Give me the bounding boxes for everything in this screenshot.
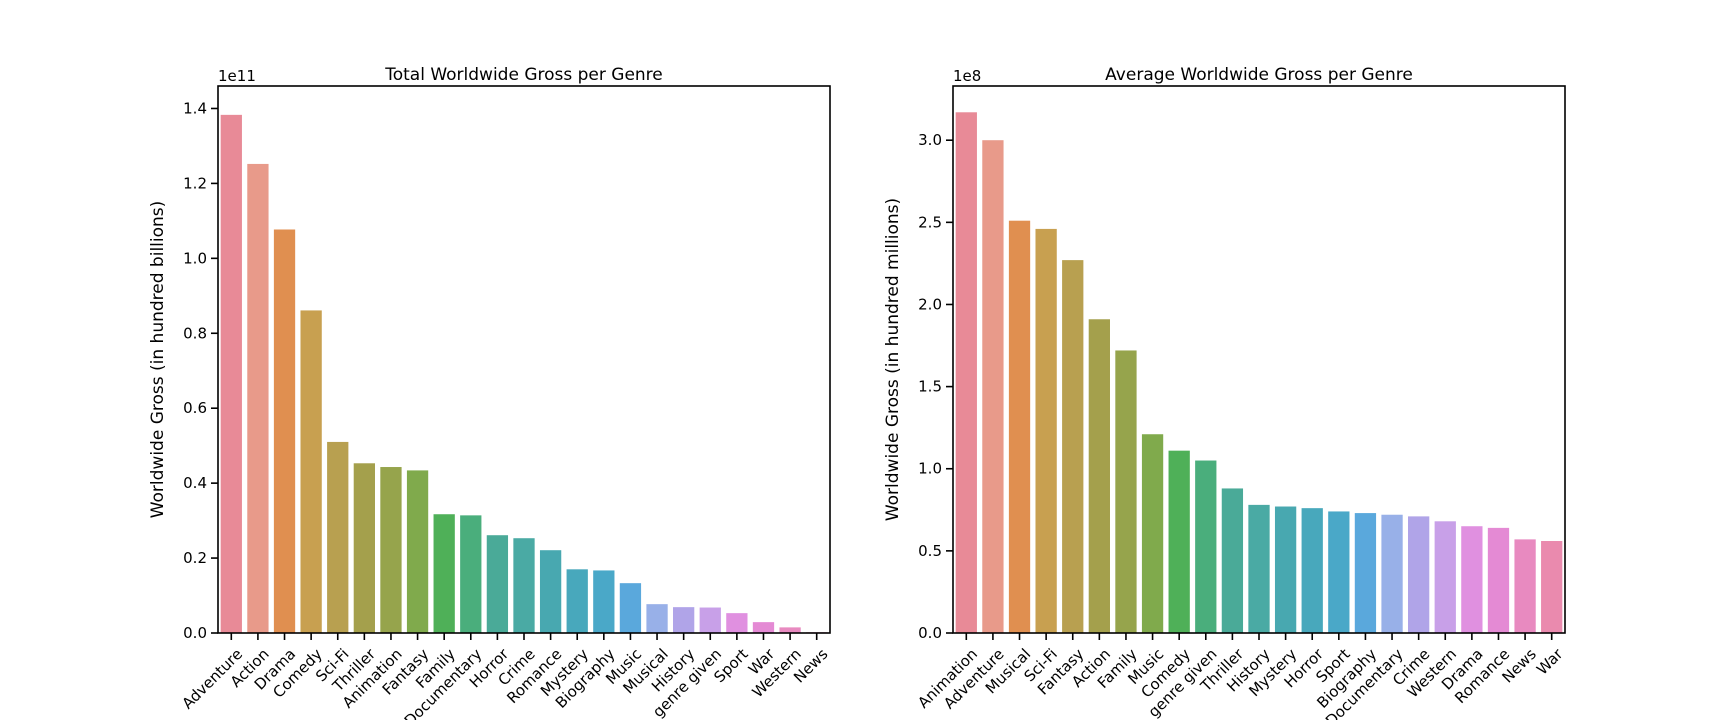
bar-genre-given — [1195, 460, 1217, 633]
total-gross-title: Total Worldwide Gross per Genre — [384, 65, 663, 85]
bar-history — [1248, 504, 1270, 633]
bar-family — [1115, 350, 1137, 633]
bar-animation — [380, 467, 402, 633]
bar-crime — [513, 538, 535, 633]
bar-romance — [1487, 527, 1510, 633]
average-gross-title: Average Worldwide Gross per Genre — [1105, 65, 1413, 85]
bar-drama — [273, 229, 296, 633]
bar-horror — [486, 535, 509, 633]
bar-romance — [539, 550, 562, 633]
y-tick-label: 1.0 — [918, 460, 942, 478]
y-tick-label: 2.0 — [918, 295, 942, 313]
bar-mystery — [1274, 506, 1297, 633]
total-gross-y-label: Worldwide Gross (in hundred billions) — [148, 201, 168, 519]
bar-sci-fi — [1035, 228, 1057, 633]
bar-documentary — [460, 515, 482, 633]
bar-western — [779, 627, 801, 633]
y-tick-label: 0.2 — [183, 549, 207, 567]
bar-news — [1514, 539, 1536, 633]
bar-adventure — [220, 114, 242, 633]
y-tick-label: 0.0 — [918, 624, 942, 642]
bar-drama — [1461, 526, 1483, 633]
bar-fantasy — [406, 470, 429, 633]
average-gross-y-axis: 0.0 0.5 1.0 1.5 2.0 2.5 3.0 — [918, 131, 953, 642]
bar-mystery — [566, 569, 588, 633]
bar-sport — [1328, 511, 1350, 633]
total-gross-x-axis: AdventureActionDramaComedySci-FiThriller… — [178, 633, 832, 720]
y-tick-label: 2.5 — [918, 213, 942, 231]
bar-music — [619, 583, 642, 633]
y-tick-label: 1.2 — [183, 174, 207, 192]
bar-crime — [1408, 516, 1430, 633]
bar-biography — [593, 570, 615, 633]
bar-documentary — [1381, 514, 1403, 633]
bar-comedy — [1168, 450, 1190, 633]
bar-comedy — [300, 310, 322, 633]
bar-horror — [1301, 508, 1323, 633]
bar-music — [1141, 434, 1164, 633]
total-gross-chart: 0.0 0.2 0.4 0.6 0.8 1.0 1.2 1.4 AdventureAction… — [148, 65, 832, 720]
average-gross-chart: 0.0 0.5 1.0 1.5 2.0 2.5 3.0 AnimationAdventure… — [883, 65, 1567, 720]
y-tick-label: 1.5 — [918, 378, 942, 396]
y-tick-label: 0.8 — [183, 324, 207, 342]
bar-sci-fi — [327, 441, 349, 633]
bar-history — [673, 607, 695, 633]
average-gross-x-axis: AnimationAdventureMusicalSci-FiFantasyAc… — [914, 633, 1567, 720]
average-gross-offset-text: 1e8 — [953, 67, 981, 85]
bar-animation — [955, 112, 977, 633]
total-gross-plot-frame — [217, 85, 831, 634]
bar-genre-given — [699, 607, 721, 633]
bar-adventure — [982, 140, 1004, 633]
y-tick-label: 1.4 — [183, 99, 207, 117]
total-gross-bars — [220, 114, 828, 633]
bar-war — [1541, 541, 1563, 633]
bar-biography — [1354, 513, 1377, 633]
bar-fantasy — [1062, 260, 1084, 633]
y-tick-label: 1.0 — [183, 249, 207, 267]
bar-musical — [1008, 220, 1031, 633]
bar-sport — [726, 613, 748, 633]
x-tick-label: War — [1533, 644, 1567, 678]
bar-thriller — [1221, 488, 1244, 633]
bar-action — [247, 163, 269, 633]
average-gross-y-label: Worldwide Gross (in hundred millions) — [883, 198, 903, 521]
y-tick-label: 0.5 — [918, 542, 942, 560]
average-gross-bars — [955, 112, 1563, 633]
total-gross-offset-text: 1e11 — [218, 67, 256, 85]
total-gross-y-axis: 0.0 0.2 0.4 0.6 0.8 1.0 1.2 1.4 — [183, 99, 218, 642]
bar-action — [1088, 319, 1110, 633]
y-tick-label: 0.6 — [183, 399, 207, 417]
bar-war — [752, 622, 775, 633]
y-tick-label: 0.4 — [183, 474, 207, 492]
bar-thriller — [353, 463, 375, 633]
average-gross-plot-frame — [952, 85, 1566, 634]
y-tick-label: 3.0 — [918, 131, 942, 149]
y-tick-label: 0.0 — [183, 624, 207, 642]
bar-musical — [646, 604, 668, 633]
bar-western — [1434, 521, 1456, 633]
bar-family — [433, 514, 455, 633]
